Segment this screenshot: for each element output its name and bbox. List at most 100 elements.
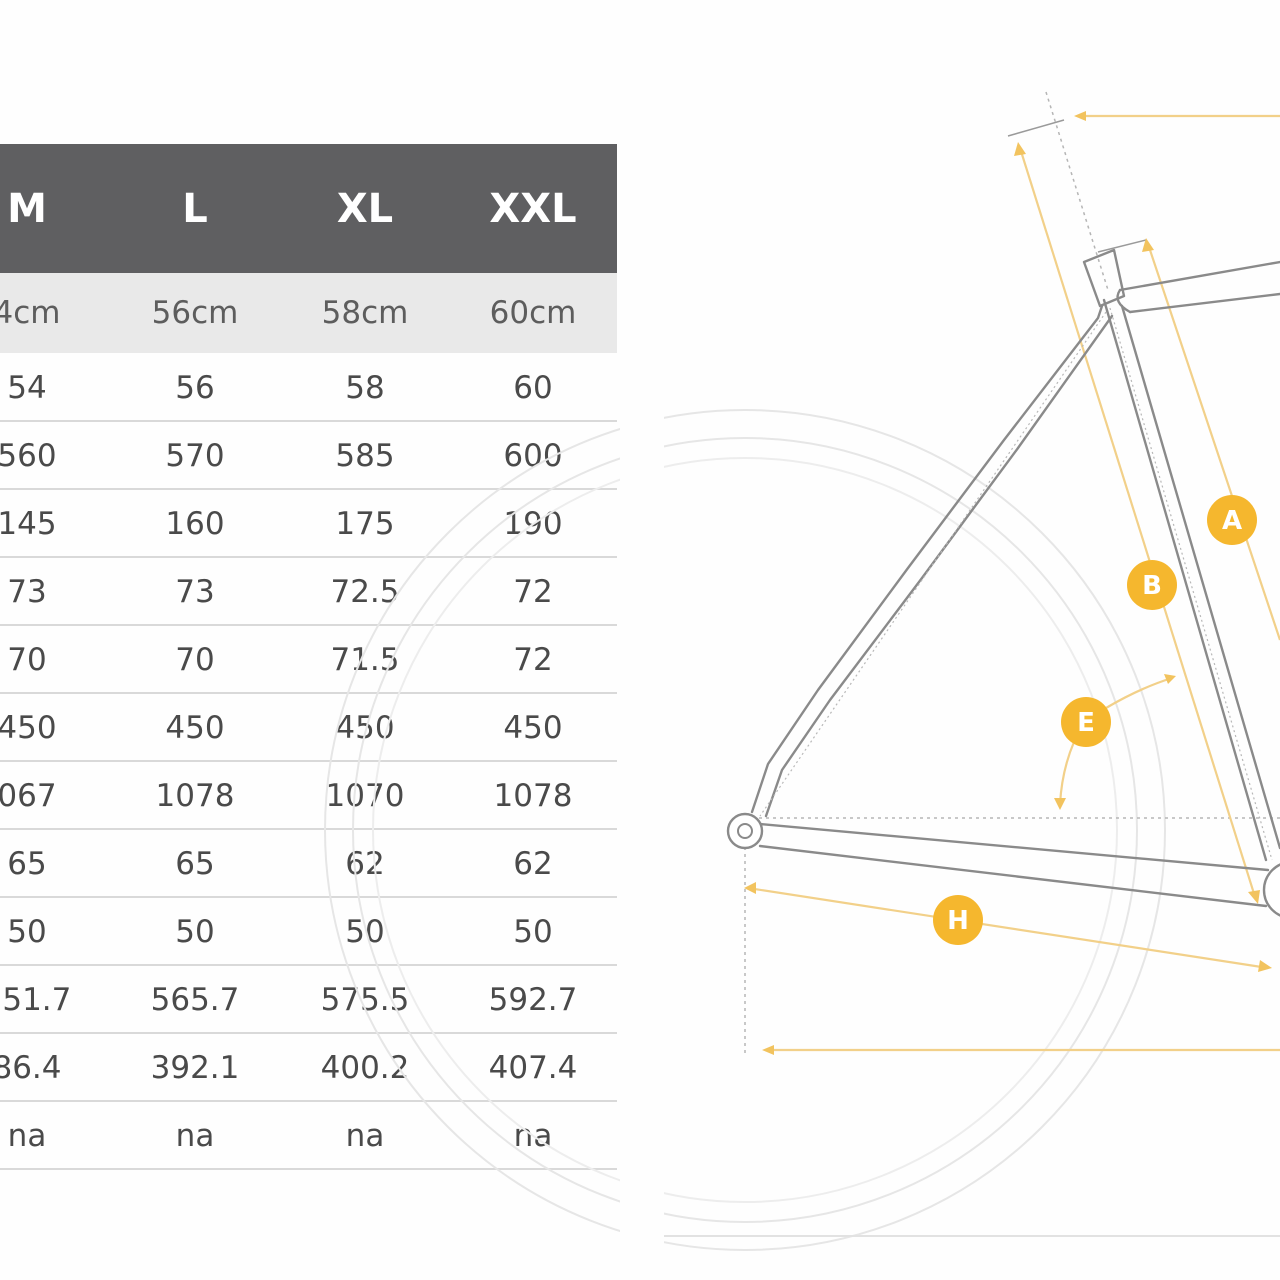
table-cell: 50 [345,914,385,950]
chain-stay-lower [758,844,1268,908]
marker-label: E [1077,708,1095,738]
angle-e-arrow-1 [1105,676,1173,709]
row-divider [0,556,617,558]
row-divider [0,692,617,694]
table-cell: 407.4 [488,1050,578,1086]
rear-axle-inner [737,823,753,839]
rear-wheel-rim [352,437,1138,1223]
b-bottom-arrowhead [1248,890,1260,904]
table-cell: 570 [165,438,225,474]
chainstay-dim-h [747,886,1269,970]
marker-label: B [1142,571,1162,601]
seat-stay-inner [764,314,1114,818]
table-cell: 565.7 [150,982,240,1018]
rear-wheel-outer [324,409,1166,1251]
table-cell: 551.7 [0,982,72,1018]
b-top-arrowhead [1014,142,1026,156]
table-cell: na [345,1118,385,1154]
h-left-arrowhead [744,882,756,894]
marker-e: E [1061,697,1111,747]
bottom-bracket [1262,863,1280,917]
e-arrowhead-1 [1164,674,1176,684]
table-cell: 585 [335,438,395,474]
geometry-table: M L XL XXL 4cm 56cm 58cm 60cm 54 56 58 60 56… [0,0,620,1280]
frame-size-band [0,273,617,353]
size-header-xl: XL [336,185,394,232]
table-cell: 575.5 [320,982,410,1018]
seat-clamp [1082,248,1126,308]
marker-circle [1061,697,1111,747]
wheelbase-arrowhead [762,1045,774,1055]
diagram-margin [620,0,664,1280]
frame-size-l: 56cm [151,295,239,331]
marker-circle [1127,560,1177,610]
frame-size-xl: 58cm [321,295,409,331]
marker-circle [933,895,983,945]
top-tube-upper [1118,260,1280,292]
marker-label: A [1222,506,1242,536]
bottom-bracket-shell [1262,863,1280,917]
row-divider [0,1168,617,1170]
dimension-arrowheads [744,111,1272,1055]
table-cell: 70 [7,642,47,678]
table-cell: na [175,1118,215,1154]
frame-size-xxl: 60cm [489,295,577,331]
e-arrowhead-2 [1054,798,1066,810]
marker-a: A [1207,495,1257,545]
dimension-lines [747,114,1280,1052]
table-cell: 60 [513,370,553,406]
table-cell: 73 [175,574,215,610]
bike-frame [750,248,1280,908]
table-cell: 62 [345,846,385,882]
table-cell: 72 [513,574,553,610]
table-cell: 50 [7,914,47,950]
table-cell: 392.1 [150,1050,240,1086]
table-cell: 560 [0,438,57,474]
a-top-arrowhead [1142,238,1154,252]
table-cell: 592.7 [488,982,578,1018]
rear-dropout [726,812,764,850]
table-cell: na [7,1118,47,1154]
row-divider [0,420,617,422]
table-cell: 450 [165,710,225,746]
row-divider [0,964,617,966]
size-header-l: L [182,185,208,232]
table-cell: 160 [165,506,225,542]
seat-tube-centerline [1109,307,1273,861]
stack-tick [1007,119,1065,137]
table-cell: 72 [513,642,553,678]
seat-tube-dim-a [1146,243,1280,641]
row-divider [0,488,617,490]
table-cell: 175 [335,506,395,542]
rear-axle-outer [726,812,764,850]
top-tube-joint [1116,288,1132,314]
table-cell: 86.4 [0,1050,62,1086]
row-divider [0,1100,617,1102]
table-cell: 1078 [493,778,573,814]
top-tube-tick [1097,239,1147,253]
frame-size-m: 4cm [0,295,61,331]
guide-lines [744,91,1280,1055]
marker-b: B [1127,560,1177,610]
table-cell: 62 [513,846,553,882]
marker-circle [1207,495,1257,545]
size-header-xxl: XXL [489,185,577,232]
row-divider [0,828,617,830]
table-cell: 54 [7,370,47,406]
table-cell: 1078 [155,778,235,814]
h-right-arrowhead [1258,960,1272,972]
seat-tube-right [1120,304,1280,850]
table-cell: 70 [175,642,215,678]
table-cell: 72.5 [330,574,400,610]
table-cell: 50 [175,914,215,950]
table-cell: 145 [0,506,57,542]
table-cell: 73 [7,574,47,610]
row-divider [0,624,617,626]
row-divider [0,896,617,898]
frame-centerlines [759,307,1273,861]
table-cell: 71.5 [330,642,400,678]
seat-tube-left [1102,298,1268,862]
rear-wheel-inner [372,457,1118,1203]
row-divider [0,760,617,762]
